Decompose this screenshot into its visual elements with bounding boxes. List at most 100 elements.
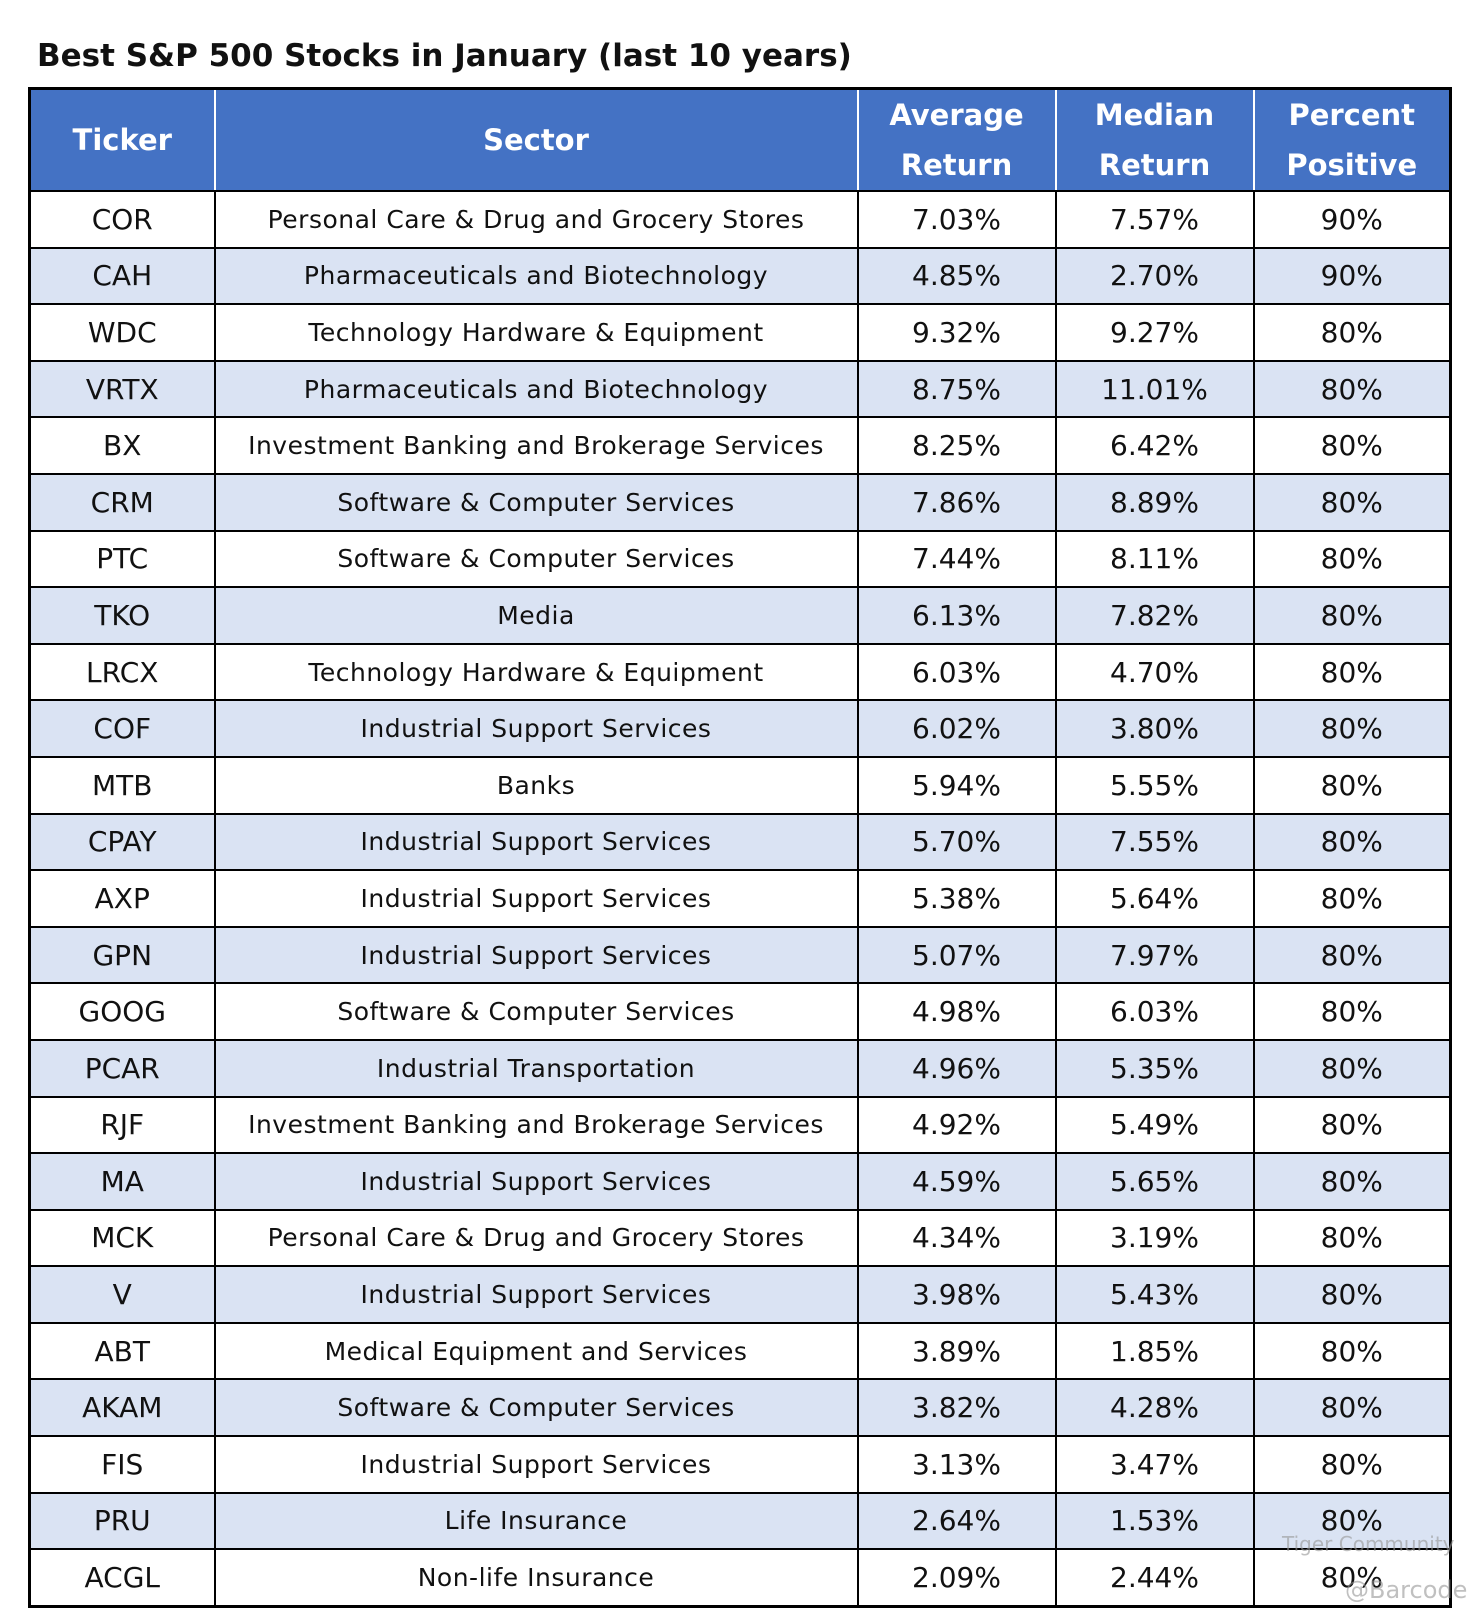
table-cell: 3.82% [856, 1378, 1057, 1438]
table-cell: 80% [1252, 586, 1452, 645]
table-row: PCAR Industrial Transportation 4.96% 5.35% 8… [28, 1038, 1452, 1098]
table-cell: BX [28, 416, 216, 475]
watermark: @Barcode [1345, 1576, 1468, 1604]
table-row: PRU Life Insurance 2.64% 1.53% 80% [28, 1491, 1452, 1551]
table-cell: 5.65% [1054, 1152, 1255, 1211]
table-row: MTB Banks 5.94% 5.55% 80% [28, 755, 1452, 815]
table-cell: Medical Equipment and Services [213, 1321, 859, 1381]
table-row: BX Investment Banking and Brokerage Servi… [28, 416, 1452, 475]
table-cell: MCK [28, 1208, 216, 1268]
table-cell: 80% [1252, 1265, 1452, 1324]
table-cell: 80% [1252, 472, 1452, 532]
stocks-table: Ticker Sector Average Return Median Return P… [28, 87, 1452, 1608]
table-cell: 3.13% [856, 1435, 1057, 1494]
table-row: GPN Industrial Support Services 5.07% 7.97%… [28, 925, 1452, 985]
table-cell: 80% [1252, 359, 1452, 419]
table-row: CPAY Industrial Support Services 5.70% 7.55… [28, 812, 1452, 872]
header-cell: Average Return [856, 87, 1057, 192]
table-cell: Life Insurance [213, 1491, 859, 1551]
table-row: AXP Industrial Support Services 5.38% 5.64%… [28, 869, 1452, 928]
table-row: COF Industrial Support Services 6.02% 3.80%… [28, 699, 1452, 758]
table-cell: 1.53% [1054, 1491, 1255, 1551]
table-cell: COF [28, 699, 216, 758]
table-row: V Industrial Support Services 3.98% 5.43% 80… [28, 1265, 1452, 1324]
table-cell: 5.94% [856, 755, 1057, 815]
table-cell: 8.25% [856, 416, 1057, 475]
table-cell: Industrial Support Services [213, 925, 859, 985]
table-cell: 80% [1252, 982, 1452, 1041]
table-cell: 90% [1252, 190, 1452, 249]
table-cell: Industrial Support Services [213, 812, 859, 872]
table-row: TKO Media 6.13% 7.82% 80% [28, 586, 1452, 645]
table-cell: 7.57% [1054, 190, 1255, 249]
table-row: AKAM Software & Computer Services 3.82% 4.2… [28, 1378, 1452, 1438]
table-cell: PTC [28, 529, 216, 589]
table-cell: 1.85% [1054, 1321, 1255, 1381]
table-row: GOOG Software & Computer Services 4.98% 6.0… [28, 982, 1452, 1041]
table-cell: GOOG [28, 982, 216, 1041]
table-cell: WDC [28, 303, 216, 362]
table-cell: 80% [1252, 1435, 1452, 1494]
table-cell: 3.98% [856, 1265, 1057, 1324]
table-cell: Non-life Insurance [213, 1548, 859, 1608]
table-cell: AKAM [28, 1378, 216, 1438]
table-cell: 80% [1252, 755, 1452, 815]
table-cell: Personal Care & Drug and Grocery Stores [213, 190, 859, 249]
table-cell: TKO [28, 586, 216, 645]
table-cell: 80% [1252, 1038, 1452, 1098]
table-cell: Industrial Support Services [213, 1152, 859, 1211]
table-row: VRTX Pharmaceuticals and Biotechnology 8.7… [28, 359, 1452, 419]
table-cell: VRTX [28, 359, 216, 419]
table-row: WDC Technology Hardware & Equipment 9.32% 9… [28, 303, 1452, 362]
table-cell: 5.43% [1054, 1265, 1255, 1324]
table-cell: 4.85% [856, 246, 1057, 306]
table-cell: Technology Hardware & Equipment [213, 303, 859, 362]
table-cell: ABT [28, 1321, 216, 1381]
table-cell: 9.32% [856, 303, 1057, 362]
table-cell: 80% [1252, 642, 1452, 702]
table-cell: 5.70% [856, 812, 1057, 872]
table-cell: 5.64% [1054, 869, 1255, 928]
table-row: PTC Software & Computer Services 7.44% 8.11… [28, 529, 1452, 589]
table-cell: 5.49% [1054, 1095, 1255, 1155]
table-cell: Investment Banking and Brokerage Service… [213, 1095, 859, 1155]
table-row: RJF Investment Banking and Brokerage Serv… [28, 1095, 1452, 1155]
table-cell: Software & Computer Services [213, 529, 859, 589]
table-cell: 80% [1252, 869, 1452, 928]
table-row: FIS Industrial Support Services 3.13% 3.47%… [28, 1435, 1452, 1494]
table-cell: 2.44% [1054, 1548, 1255, 1608]
table-cell: 7.86% [856, 472, 1057, 532]
table-cell: 7.97% [1054, 925, 1255, 985]
table-cell: 4.96% [856, 1038, 1057, 1098]
table-cell: Industrial Support Services [213, 1265, 859, 1324]
table-cell: 80% [1252, 1095, 1452, 1155]
table-cell: 4.98% [856, 982, 1057, 1041]
table-cell: Pharmaceuticals and Biotechnology [213, 359, 859, 419]
table-cell: 3.89% [856, 1321, 1057, 1381]
table-cell: PRU [28, 1491, 216, 1551]
table-cell: 4.70% [1054, 642, 1255, 702]
table-cell: CAH [28, 246, 216, 306]
table-cell: 7.44% [856, 529, 1057, 589]
table-cell: FIS [28, 1435, 216, 1494]
table-cell: MA [28, 1152, 216, 1211]
table-cell: 80% [1252, 416, 1452, 475]
table-cell: CRM [28, 472, 216, 532]
table-cell: Industrial Support Services [213, 869, 859, 928]
table-row: CRM Software & Computer Services 7.86% 8.89… [28, 472, 1452, 532]
table-row: COR Personal Care & Drug and Grocery Stor… [28, 190, 1452, 249]
table-cell: 4.92% [856, 1095, 1057, 1155]
table-cell: 7.03% [856, 190, 1057, 249]
table-cell: Personal Care & Drug and Grocery Stores [213, 1208, 859, 1268]
table-cell: 6.03% [856, 642, 1057, 702]
table-cell: 5.38% [856, 869, 1057, 928]
table-cell: Industrial Support Services [213, 699, 859, 758]
table-cell: 6.13% [856, 586, 1057, 645]
table-row: MCK Personal Care & Drug and Grocery Stor… [28, 1208, 1452, 1268]
table-cell: 80% [1252, 1152, 1452, 1211]
table-cell: 5.07% [856, 925, 1057, 985]
table-cell: 3.47% [1054, 1435, 1255, 1494]
table-cell: Industrial Transportation [213, 1038, 859, 1098]
table-cell: 8.11% [1054, 529, 1255, 589]
table-cell: Software & Computer Services [213, 982, 859, 1041]
